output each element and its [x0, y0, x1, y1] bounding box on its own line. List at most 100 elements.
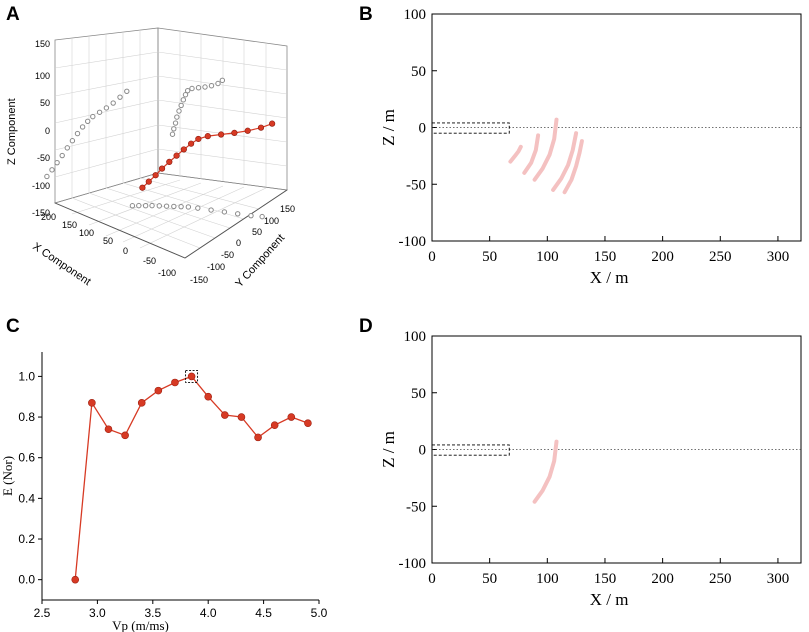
projection-point [208, 83, 215, 89]
x-tick-label: 50 [482, 571, 497, 587]
projection-point [182, 92, 189, 98]
y-tick-label: 0.8 [18, 410, 35, 424]
y-tick-label: 0.2 [18, 532, 35, 546]
event-point [166, 158, 173, 165]
chart-a-3d-scatter: 150 100 50 0 -50 -100 -150 Z Component 2… [6, 27, 295, 290]
data-point [304, 419, 312, 427]
y-tick-label: 150 [280, 204, 295, 214]
x-tick-label: 4.5 [255, 606, 272, 620]
projection-point [96, 109, 103, 115]
x-tick-label: 3.5 [144, 606, 161, 620]
z-axis-label: Z Component [6, 98, 18, 165]
data-point [221, 411, 229, 419]
fracture-trace [508, 144, 523, 164]
chart-b-profile: 0 50 100 150 200 250 300 100 50 0 -50 -100 X / m Z / … [379, 7, 802, 287]
event-point [195, 135, 202, 143]
projection-point [117, 94, 123, 100]
z-tick-label: 50 [40, 98, 50, 108]
borehole-box [431, 444, 510, 456]
projection-point [176, 108, 182, 114]
x-axis-label: Vp (m/ms) [112, 618, 169, 632]
data-point [237, 413, 246, 421]
z-tick-label: -150 [32, 208, 50, 218]
y-tick-label: -100 [207, 262, 225, 272]
panel-letter-d: D [359, 316, 373, 337]
z-tick-label: 150 [35, 39, 50, 49]
x-tick-label: 200 [651, 249, 674, 265]
panel-letter-a: A [6, 4, 20, 25]
projection-point [172, 120, 179, 126]
event-point [173, 152, 180, 159]
projection-point [180, 97, 187, 103]
event-point [139, 184, 146, 191]
x-tick-labels: 200 150 100 50 0 -50 -100 [41, 212, 176, 278]
chart-c-energy-curve: 2.5 3.0 3.5 4.0 4.5 5.0 0.0 0.2 0.4 0.6 0.8 1.0 Vp (… [0, 352, 328, 632]
y-axis-label: E (Nor) [0, 456, 15, 496]
projection-point [248, 212, 254, 219]
fracture-trace [532, 117, 559, 182]
data-point [137, 399, 146, 407]
z-tick-labels: 150 100 50 0 -50 -100 -150 [32, 39, 50, 218]
projection-point [235, 211, 241, 217]
projection-point [103, 105, 110, 111]
projection-point [219, 77, 226, 84]
x-tick-label: 100 [536, 571, 559, 587]
projection-point [69, 138, 76, 144]
projection-point [208, 207, 214, 213]
x-tick-label: 3.0 [89, 606, 106, 620]
x-tick-label: 0 [123, 246, 128, 256]
projection-point [171, 203, 177, 210]
y-tick-label: -150 [190, 275, 208, 285]
chart-d-profile: 0 50 100 150 200 250 300 100 50 0 -50 -100 X / m Z / … [379, 329, 802, 609]
event-point [231, 129, 238, 136]
projection-point [124, 88, 130, 95]
x-tick-label: 200 [651, 571, 674, 587]
plot-frame [431, 335, 802, 564]
projection-point [79, 124, 86, 130]
x-tick-label: 2.5 [34, 606, 51, 620]
plot-frame [431, 13, 802, 242]
x-tick-label: -100 [158, 268, 176, 278]
borehole-box [431, 122, 510, 134]
x-tick-label: 300 [767, 571, 790, 587]
projection-point [85, 118, 91, 124]
projection-point [221, 209, 228, 215]
projection-point [174, 114, 180, 120]
projection-point [136, 202, 142, 209]
x-tick-label: 100 [536, 249, 559, 265]
projection-point [169, 131, 176, 137]
x-tick-label: -50 [143, 256, 156, 266]
data-point [104, 425, 113, 434]
x-tick-label: 150 [594, 571, 617, 587]
projection-point [129, 203, 136, 209]
x-tick-label: 100 [79, 228, 94, 238]
projection-point [195, 205, 201, 211]
data-point [121, 431, 129, 440]
y-tick-label: 0.0 [18, 573, 35, 587]
fracture-trace [522, 133, 541, 175]
x-tick-label: 0 [428, 571, 436, 587]
data-point [154, 386, 163, 395]
y-tick-label: -50 [406, 499, 426, 515]
y-tick-label: 0 [419, 121, 427, 137]
x-tick-label: 250 [709, 249, 732, 265]
x-tick-label: 250 [709, 571, 732, 587]
projection-point [184, 87, 191, 94]
projection-point [64, 145, 71, 151]
x-axis-label: X / m [590, 268, 629, 287]
projection-point [74, 130, 81, 137]
event-point [180, 146, 187, 153]
z-tick-label: 0 [45, 126, 50, 136]
y-tick-label: 1.0 [18, 369, 35, 383]
x-tick-label: 300 [767, 249, 790, 265]
event-point [204, 133, 211, 140]
projection-point [54, 159, 60, 166]
data-point [270, 421, 279, 429]
axes-3d-frame [53, 27, 289, 259]
projection-point [90, 113, 96, 120]
event-point [244, 127, 251, 134]
data-point [287, 413, 296, 421]
panel-letter-c: C [6, 316, 20, 337]
y-tick-label: 50 [411, 386, 426, 402]
projection-point [59, 152, 65, 159]
